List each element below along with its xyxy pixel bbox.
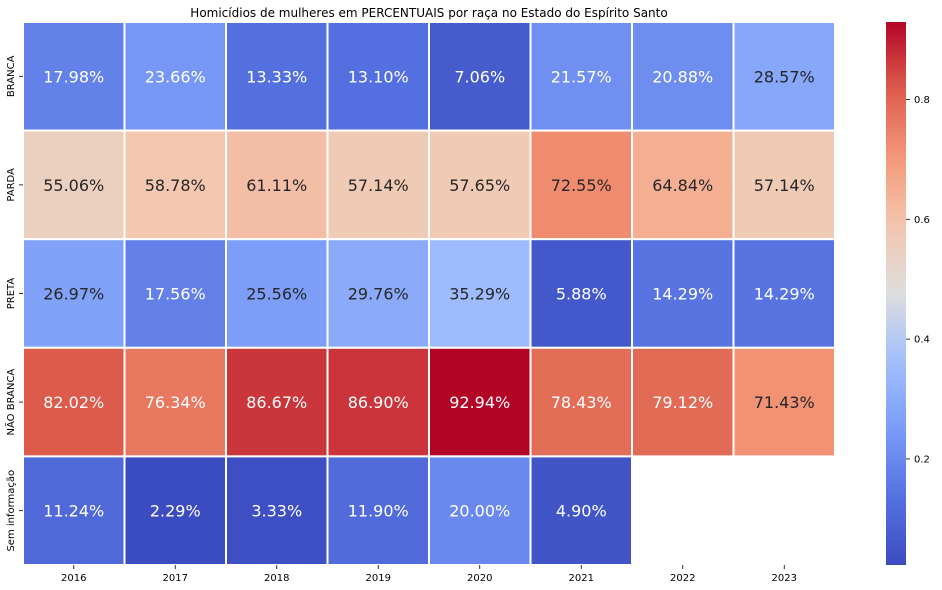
cell-value-label: 17.98% <box>43 67 104 86</box>
y-axis: BRANCA PARDA PRETA NÃO BRANCA Sem informação <box>4 55 23 552</box>
x-tick-label: 2017 <box>163 573 188 584</box>
y-tick-label: PARDA <box>6 168 17 202</box>
cell-value-label: 61.11% <box>246 176 307 195</box>
cell-value-label: 13.10% <box>348 67 409 86</box>
colorbar-gradient <box>886 22 906 565</box>
cell-value-label: 23.66% <box>145 67 206 86</box>
cell-value-label: 57.14% <box>754 176 815 195</box>
x-tick-label: 2018 <box>264 573 289 584</box>
cell-value-label: 71.43% <box>754 393 815 412</box>
x-tick-label: 2020 <box>467 573 492 584</box>
y-tick-label: PRETA <box>6 278 17 310</box>
colorbar-tick-label: 0.6 <box>914 215 930 226</box>
y-tick-label: BRANCA <box>6 55 17 97</box>
cell-value-label: 79.12% <box>652 393 713 412</box>
heatmap-cell <box>529 21 633 132</box>
cell-value-label: 92.94% <box>449 393 510 412</box>
cell-value-label: 35.29% <box>449 285 510 304</box>
x-tick-label: 2016 <box>61 573 86 584</box>
heatmap-cell <box>22 21 126 132</box>
cell-value-label: 20.00% <box>449 502 510 521</box>
x-tick-label: 2023 <box>772 573 797 584</box>
cell-value-label: 4.90% <box>556 502 607 521</box>
cell-value-label: 14.29% <box>652 285 713 304</box>
cell-value-label: 72.55% <box>551 176 612 195</box>
cell-value-label: 2.29% <box>150 502 201 521</box>
cell-value-label: 29.76% <box>348 285 409 304</box>
heatmap-cell <box>326 346 430 458</box>
colorbar-tick-label: 0.8 <box>914 95 930 106</box>
cell-value-label: 3.33% <box>251 502 302 521</box>
cell-value-label: 11.24% <box>43 502 104 521</box>
colorbar-tick-label: 0.4 <box>914 335 930 346</box>
heatmap-cell <box>732 346 836 458</box>
heatmap-cell <box>326 129 430 241</box>
heatmap-cell <box>225 346 329 458</box>
cell-value-label: 55.06% <box>43 176 104 195</box>
heatmap-cell <box>123 21 227 132</box>
heatmap-cell <box>732 238 836 349</box>
chart-title: Homicídios de mulheres em PERCENTUAIS po… <box>190 6 667 20</box>
cell-value-label: 58.78% <box>145 176 206 195</box>
heatmap-cell <box>326 238 430 349</box>
cell-value-label: 26.97% <box>43 285 104 304</box>
heatmap-cell <box>123 238 227 349</box>
heatmap-cell <box>732 21 836 132</box>
cell-value-label: 57.65% <box>449 176 510 195</box>
heatmap-cell <box>428 346 532 458</box>
cell-value-label: 5.88% <box>556 285 607 304</box>
cell-value-label: 82.02% <box>43 393 104 412</box>
heatmap-cell <box>225 238 329 349</box>
cell-value-label: 78.43% <box>551 393 612 412</box>
cell-value-label: 20.88% <box>652 67 713 86</box>
cell-value-label: 64.84% <box>652 176 713 195</box>
x-tick-label: 2021 <box>569 573 594 584</box>
cell-value-label: 86.67% <box>246 393 307 412</box>
heatmap-cell <box>225 21 329 132</box>
heatmap-cell <box>732 129 836 241</box>
x-tick-label: 2022 <box>670 573 695 584</box>
cell-value-label: 7.06% <box>454 67 505 86</box>
heatmap-cell <box>529 238 633 349</box>
heatmap-cell <box>22 346 126 458</box>
cell-value-label: 25.56% <box>246 285 307 304</box>
cell-value-label: 21.57% <box>551 67 612 86</box>
heatmap-cell <box>428 455 532 566</box>
cell-value-label: 86.90% <box>348 393 409 412</box>
heatmap-cell <box>428 238 532 349</box>
cell-value-label: 13.33% <box>246 67 307 86</box>
colorbar: 0.2 0.4 0.6 0.8 <box>886 22 930 565</box>
cell-value-label: 76.34% <box>145 393 206 412</box>
cell-value-label: 17.56% <box>145 285 206 304</box>
heatmap-cell <box>123 129 227 241</box>
cell-value-label: 11.90% <box>348 502 409 521</box>
cell-value-label: 14.29% <box>754 285 815 304</box>
heatmap-cell <box>631 346 735 458</box>
x-axis: 2016 2017 2018 2019 2020 2021 2022 2023 <box>61 565 797 584</box>
heatmap-cell <box>326 455 430 566</box>
y-tick-label: NÃO BRANCA <box>4 369 17 436</box>
heatmap-cell <box>631 238 735 349</box>
cell-value-label: 28.57% <box>754 67 815 86</box>
cell-value-label: 57.14% <box>348 176 409 195</box>
y-tick-label: Sem informação <box>6 470 17 552</box>
colorbar-tick-label: 0.2 <box>914 454 930 465</box>
heatmap-cell <box>529 129 633 241</box>
x-tick-label: 2019 <box>366 573 391 584</box>
heatmap-grid: 17.98% 23.66% 13.33% 13.10% 7.06% 21.57% 20.88… <box>22 21 836 566</box>
